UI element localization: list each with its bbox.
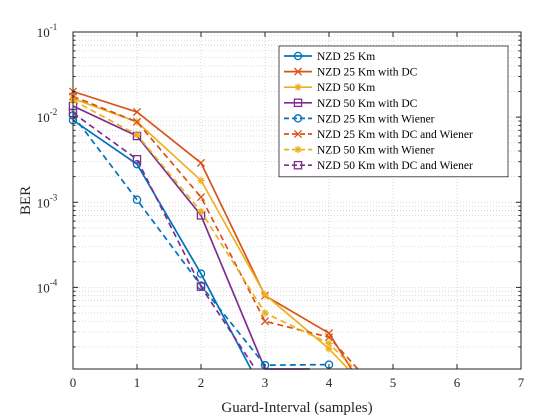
y-tick-label: 10-1 — [37, 22, 58, 40]
square-marker — [132, 155, 142, 164]
square-marker — [293, 98, 303, 108]
series-2 — [68, 87, 353, 370]
star-marker — [261, 309, 269, 317]
legend-entry: NZD 50 Km with DC and Wiener — [284, 160, 473, 172]
x-marker — [293, 129, 303, 139]
legend-label: NZD 50 Km with Wiener — [317, 145, 435, 157]
series-line — [72, 112, 257, 370]
star-marker — [325, 345, 333, 353]
series-lines — [68, 87, 359, 370]
legend-entry: NZD 25 Km — [284, 51, 375, 63]
legend-label: NZD 50 Km — [317, 82, 375, 94]
y-tick-label: 10-2 — [37, 107, 58, 125]
x-marker — [196, 158, 206, 167]
star-marker — [325, 339, 333, 347]
star-marker — [261, 291, 269, 299]
x-marker — [260, 317, 270, 326]
x-tick-label: 3 — [262, 375, 269, 390]
series-line — [72, 99, 356, 370]
legend-label: NZD 25 Km with Wiener — [317, 113, 435, 125]
x-marker — [324, 333, 334, 342]
y-tick-label: 10-3 — [37, 192, 58, 210]
axis-ticks: 0 1 2 3 4 5 6 7 10-4 10-3 10-2 10-1 — [37, 22, 525, 390]
series-6 — [68, 92, 359, 370]
x-tick-label: 4 — [326, 375, 333, 390]
circle-marker — [293, 51, 303, 61]
x-marker — [196, 193, 206, 202]
legend-entry: NZD 50 Km — [284, 82, 375, 94]
legend-entry: NZD 50 Km with DC — [284, 98, 418, 110]
legend-label: NZD 50 Km with DC — [317, 98, 418, 110]
square-marker — [293, 160, 303, 170]
circle-marker — [293, 114, 303, 123]
legend-label: NZD 25 Km with DC — [317, 67, 418, 79]
legend-label: NZD 50 Km with DC and Wiener — [317, 160, 473, 172]
legend-entry: NZD 25 Km with DC and Wiener — [284, 129, 473, 141]
series-line — [72, 119, 252, 370]
x-tick-label: 7 — [518, 375, 525, 390]
plot-frame — [72, 31, 522, 370]
star-marker — [294, 83, 302, 91]
x-axis-label: Guard-Interval (samples) — [221, 400, 372, 416]
x-tick-label: 0 — [70, 375, 77, 390]
x-tick-label: 1 — [134, 375, 141, 390]
legend-entry: NZD 25 Km with Wiener — [284, 113, 435, 125]
square-marker — [196, 282, 206, 291]
y-axis-label: BER — [18, 186, 34, 215]
series-line — [72, 95, 359, 370]
legend-entry: NZD 25 Km with DC — [284, 67, 418, 79]
star-marker — [294, 146, 302, 154]
legend-label: NZD 25 Km with DC and Wiener — [317, 129, 473, 141]
x-marker — [293, 67, 303, 76]
star-marker — [197, 176, 205, 185]
series-1 — [68, 115, 252, 370]
star-marker — [133, 131, 141, 139]
circle-marker — [132, 195, 142, 205]
circle-marker — [196, 269, 206, 278]
x-marker — [132, 107, 142, 117]
legend-box — [278, 45, 509, 178]
x-tick-label: 5 — [390, 375, 397, 390]
legend-entry: NZD 50 Km with Wiener — [284, 145, 435, 157]
x-tick-label: 6 — [454, 375, 461, 390]
x-marker — [132, 117, 142, 126]
series-line — [72, 90, 353, 370]
legend: NZD 25 Km NZD 25 Km with DC NZD 50 Km NZD 5… — [278, 45, 509, 178]
x-tick-label: 2 — [198, 375, 205, 390]
star-marker — [197, 207, 205, 216]
y-tick-label: 10-4 — [37, 277, 58, 295]
series-line — [72, 97, 349, 370]
legend-label: NZD 25 Km — [317, 51, 375, 63]
